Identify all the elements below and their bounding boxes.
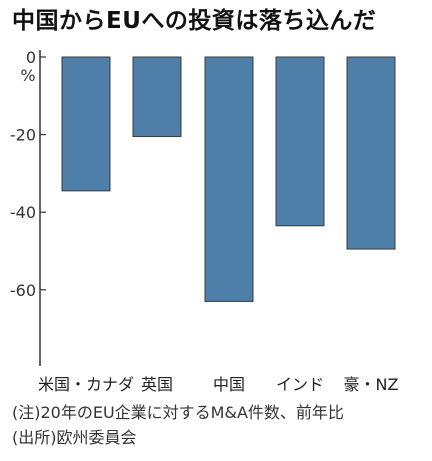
bar-0	[61, 56, 111, 192]
bar-3	[275, 56, 325, 227]
y-axis-unit: %	[20, 66, 35, 85]
bar-4	[346, 56, 396, 250]
x-tick-label: 英国	[141, 375, 173, 394]
x-tick-label: 中国	[213, 375, 245, 394]
y-tick-label: -20	[10, 126, 36, 145]
chart-title: 中国からEUへの投資は落ち込んだ	[12, 2, 432, 40]
bar-1	[132, 56, 182, 138]
y-tick-label: 0	[26, 48, 36, 67]
y-tick-label: -40	[10, 203, 36, 222]
y-tick-label: -60	[10, 281, 36, 300]
bar-2	[204, 56, 254, 302]
chart-note: (注)20年のEU企業に対するM&A件数、前年比	[12, 403, 344, 422]
bars-group	[61, 56, 396, 302]
x-tick-label: 豪・NZ	[344, 375, 399, 394]
bar-chart: 0 -20 -40 -60% 米国・カナダ 英国 中国 インド 豪・NZ	[10, 48, 399, 394]
x-tick-label: 米国・カナダ	[38, 375, 134, 394]
y-axis: 0 -20 -40 -60%	[10, 48, 46, 366]
chart-source: (出所)欧州委員会	[12, 428, 137, 447]
x-axis-labels: 米国・カナダ 英国 中国 インド 豪・NZ	[38, 375, 399, 394]
x-tick-label: インド	[276, 375, 324, 394]
